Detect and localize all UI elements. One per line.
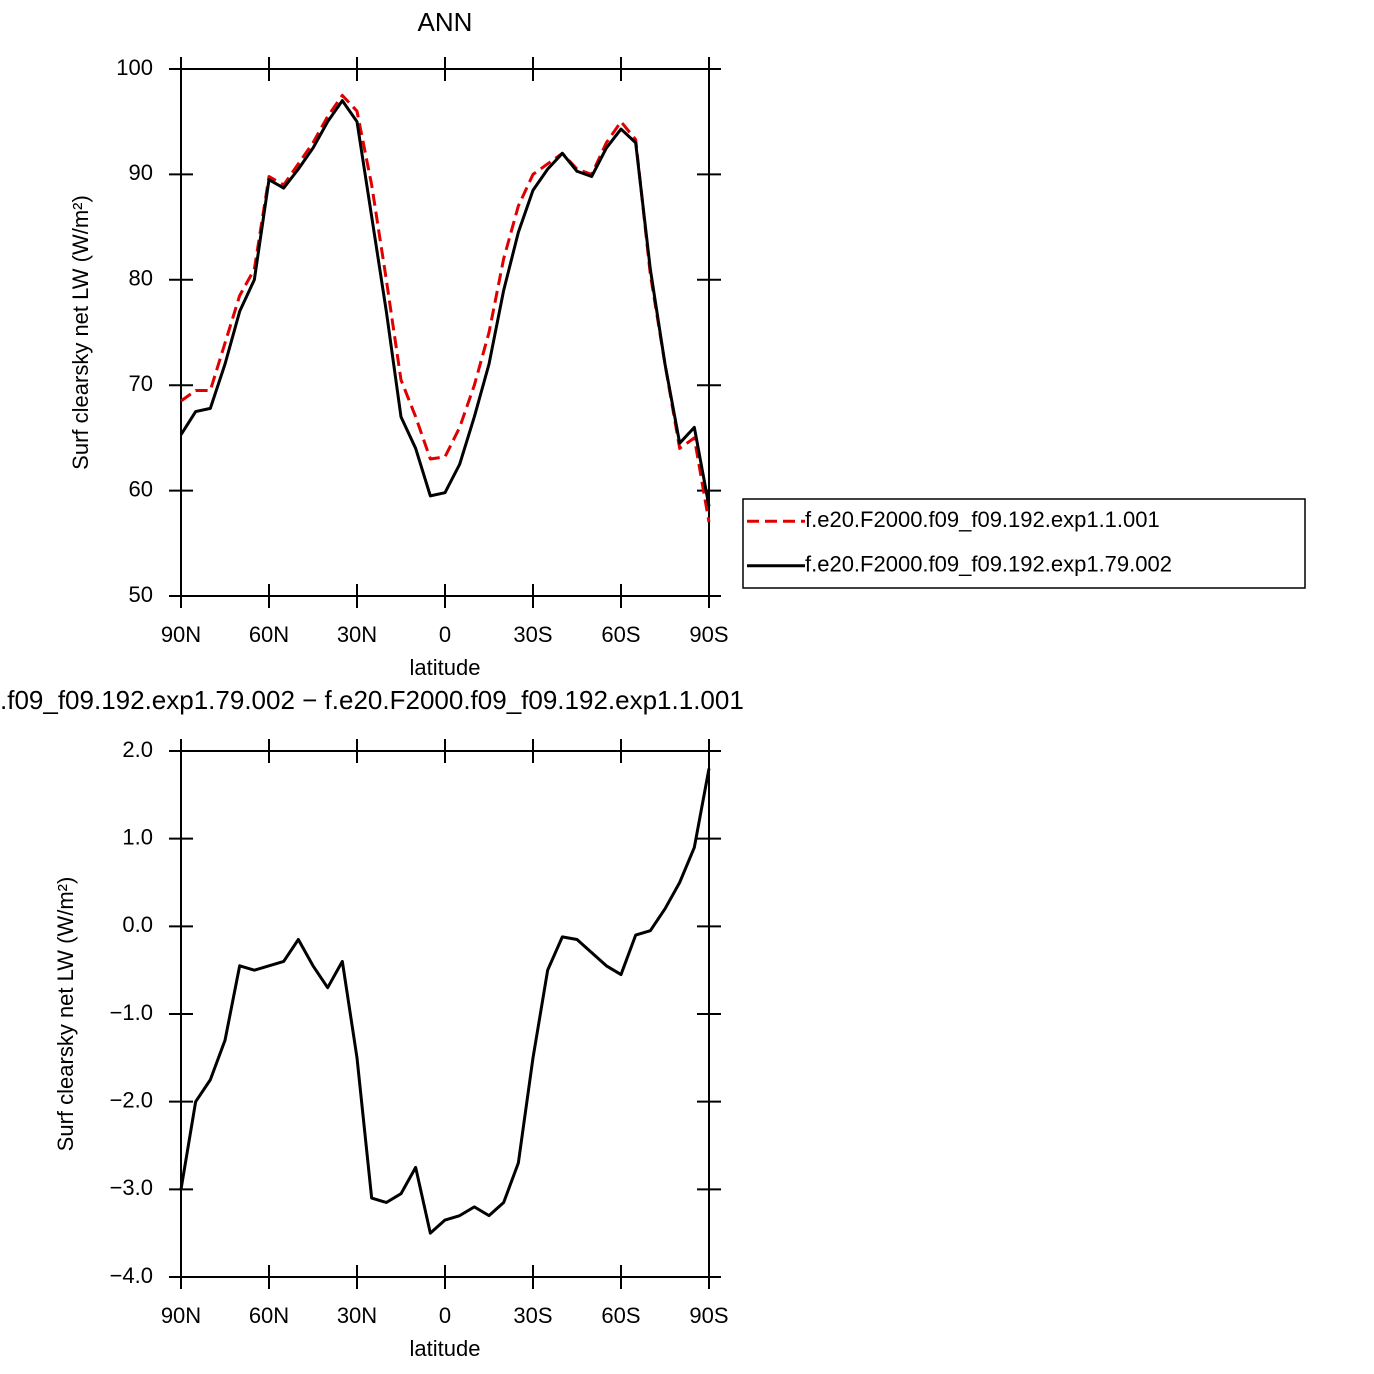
x-tick-label: 60N <box>249 622 289 647</box>
x-tick-label: 90N <box>161 622 201 647</box>
y-tick-label: −2.0 <box>110 1087 153 1112</box>
x-tick-label: 60S <box>601 1303 640 1328</box>
x-tick-label: 90S <box>689 1303 728 1328</box>
x-tick-label: 30S <box>513 622 552 647</box>
y-tick-label: −3.0 <box>110 1175 153 1200</box>
x-tick-label: 0 <box>439 1303 451 1328</box>
y-tick-label: −1.0 <box>110 1000 153 1025</box>
y-tick-label: 70 <box>129 371 153 396</box>
chart-title: .f09_f09.192.exp1.79.002 − f.e20.F2000.f… <box>0 685 744 715</box>
data-line <box>179 768 711 1235</box>
y-tick-label: 80 <box>129 266 153 291</box>
y-tick-label: 100 <box>116 55 153 80</box>
y-tick-label: 90 <box>129 160 153 185</box>
x-tick-label: 60S <box>601 622 640 647</box>
y-tick-label: 1.0 <box>122 824 153 849</box>
y-tick-label: 50 <box>129 582 153 607</box>
x-tick-label: 30S <box>513 1303 552 1328</box>
x-tick-label: 90S <box>689 622 728 647</box>
x-tick-label: 90N <box>161 1303 201 1328</box>
y-tick-label: −4.0 <box>110 1263 153 1288</box>
y-axis-label: Surf clearsky net LW (W/m²) <box>68 195 93 470</box>
legend-label: f.e20.F2000.f09_f09.192.exp1.1.001 <box>805 507 1160 532</box>
chart-title: ANN <box>418 7 473 37</box>
x-axis-label: latitude <box>410 1336 481 1361</box>
plot-frame <box>180 68 710 597</box>
x-tick-label: 30N <box>337 622 377 647</box>
y-tick-label: 60 <box>129 476 153 501</box>
plot-frame <box>180 750 710 1278</box>
data-line <box>180 93 711 523</box>
x-tick-label: 0 <box>439 622 451 647</box>
x-tick-label: 60N <box>249 1303 289 1328</box>
data-line <box>179 99 711 507</box>
y-axis-label: Surf clearsky net LW (W/m²) <box>53 877 78 1152</box>
y-tick-label: 0.0 <box>122 912 153 937</box>
x-axis-label: latitude <box>410 655 481 680</box>
legend-label: f.e20.F2000.f09_f09.192.exp1.79.002 <box>805 552 1172 577</box>
legend-box <box>742 498 1306 589</box>
x-tick-label: 30N <box>337 1303 377 1328</box>
y-tick-label: 2.0 <box>122 737 153 762</box>
